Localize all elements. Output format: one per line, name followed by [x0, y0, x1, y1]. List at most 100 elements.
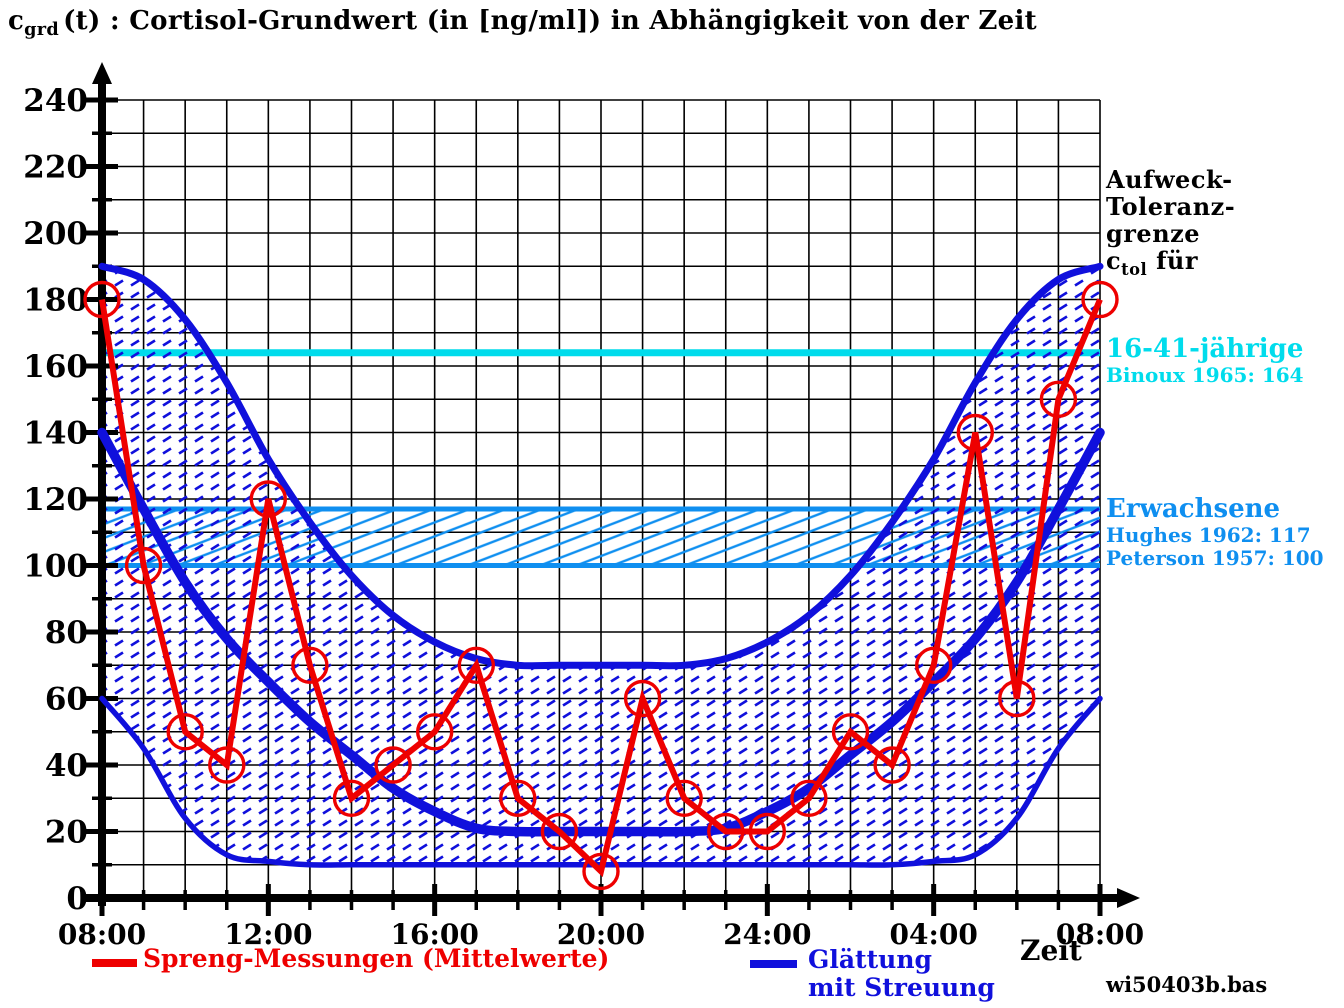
y-tick-label: 20 [45, 815, 88, 851]
y-tick-label: 180 [23, 283, 88, 319]
y-tick-label: 120 [23, 482, 88, 518]
data-point-marker [831, 713, 870, 751]
y-minor-tick [92, 863, 112, 867]
tolerance-annotation-line: Toleranz- [1106, 192, 1236, 221]
data-point-marker [83, 280, 121, 319]
x-minor-tick [183, 890, 187, 910]
y-minor-tick [92, 796, 112, 800]
legend-glaettung-line2: mit Streuung [808, 973, 995, 1002]
ctol-after: für [1156, 246, 1199, 275]
hughes-reference: Hughes 1962: 117 [1106, 523, 1311, 547]
data-point-marker [623, 679, 662, 718]
adults-heading: Erwachsene [1106, 494, 1281, 524]
data-point-marker [665, 779, 703, 817]
x-axis [84, 894, 1126, 902]
x-minor-tick [890, 890, 894, 910]
y-major-tick [84, 496, 118, 502]
x-major-tick [432, 884, 438, 916]
adults-annotation: Erwachsene Hughes 1962: 117 Peterson 195… [1106, 494, 1324, 570]
y-minor-tick [92, 530, 112, 534]
x-minor-tick [1015, 890, 1019, 910]
y-axis-arrow [92, 62, 112, 84]
x-major-tick [598, 884, 604, 916]
data-point-marker [416, 713, 454, 751]
y-major-tick [84, 762, 118, 768]
y-tick-label: 240 [23, 83, 88, 119]
x-minor-tick [807, 890, 811, 910]
x-minor-tick [516, 890, 520, 910]
y-tick-label: 40 [45, 748, 88, 784]
x-tick-label: 24:00 [723, 918, 811, 951]
data-point-marker [873, 746, 911, 784]
x-tick-label: 08:00 [1056, 918, 1144, 951]
x-minor-tick [682, 890, 686, 910]
y-tick-label: 60 [45, 682, 88, 718]
data-point-marker [790, 779, 828, 817]
x-minor-tick [349, 890, 354, 910]
data-point-marker [915, 646, 953, 684]
tolerance-annotation-line: grenze [1106, 219, 1201, 248]
data-point-marker [956, 413, 994, 452]
y-minor-tick [92, 597, 112, 601]
x-minor-tick [724, 890, 728, 910]
x-major-tick [1097, 884, 1103, 916]
data-point-marker [249, 480, 287, 518]
data-point-marker [499, 779, 537, 817]
tolerance-annotation: Aufweck- Toleranz- grenze ctol für [1106, 166, 1236, 277]
x-tick-label: 16:00 [391, 918, 479, 951]
y-tick-label: 140 [23, 416, 88, 452]
title-text: (t) : Cortisol-Grundwert (in [ng/ml]) in… [63, 6, 1037, 36]
title-symbol-subscript: grd [24, 19, 60, 41]
age-group-16-41-heading: 16-41-jährige [1106, 334, 1304, 364]
y-minor-tick [92, 331, 112, 335]
data-point-marker [457, 646, 495, 684]
y-minor-tick [92, 397, 112, 401]
data-point-marker [208, 746, 246, 784]
x-tick-label: 04:00 [890, 918, 978, 951]
x-tick-label: 20:00 [557, 918, 645, 951]
data-point-marker [124, 546, 163, 585]
data-point-marker [707, 812, 745, 851]
y-minor-tick [92, 730, 112, 734]
data-point-marker [582, 852, 620, 891]
ctol-subscript: tol [1121, 259, 1148, 279]
source-filename: wi50403b.bas [1106, 972, 1268, 997]
y-tick-label: 220 [23, 150, 88, 186]
x-major-tick [764, 884, 770, 916]
x-axis-label: Zeit [1020, 934, 1082, 967]
y-tick-label: 0 [66, 881, 88, 917]
y-major-tick [84, 563, 118, 568]
streuung-upper-curve [98, 262, 1104, 670]
title-symbol: c [8, 6, 25, 36]
x-tick-label: 12:00 [224, 918, 312, 951]
y-major-tick [84, 230, 118, 236]
x-minor-tick [848, 890, 853, 910]
y-tick-label: 100 [23, 549, 88, 585]
x-tick-label: 08:00 [58, 918, 146, 951]
data-point-marker [998, 679, 1036, 718]
binoux-reference: Binoux 1965: 164 [1106, 363, 1304, 387]
y-minor-tick [92, 198, 112, 202]
x-minor-tick [225, 890, 229, 910]
data-point-marker [291, 646, 329, 684]
x-minor-tick [474, 890, 478, 910]
legend-spreng-label: Spreng-Messungen (Mittelwerte) [143, 944, 610, 973]
y-major-tick [84, 629, 118, 635]
y-tick-label: 80 [45, 615, 88, 651]
y-major-tick [84, 297, 118, 302]
y-minor-tick [92, 464, 112, 468]
y-axis [98, 76, 106, 906]
x-minor-tick [973, 890, 977, 910]
x-major-tick [265, 884, 271, 916]
data-point-marker [748, 812, 786, 851]
ctol-symbol: c [1106, 246, 1122, 275]
data-point-marker [166, 713, 204, 751]
x-minor-tick [557, 890, 562, 910]
y-major-tick [84, 829, 118, 834]
x-minor-tick [141, 890, 146, 910]
x-major-tick [99, 884, 105, 916]
spreng-messungen-line [99, 298, 1103, 878]
glaettung-mittelwert-curve [97, 427, 1105, 837]
